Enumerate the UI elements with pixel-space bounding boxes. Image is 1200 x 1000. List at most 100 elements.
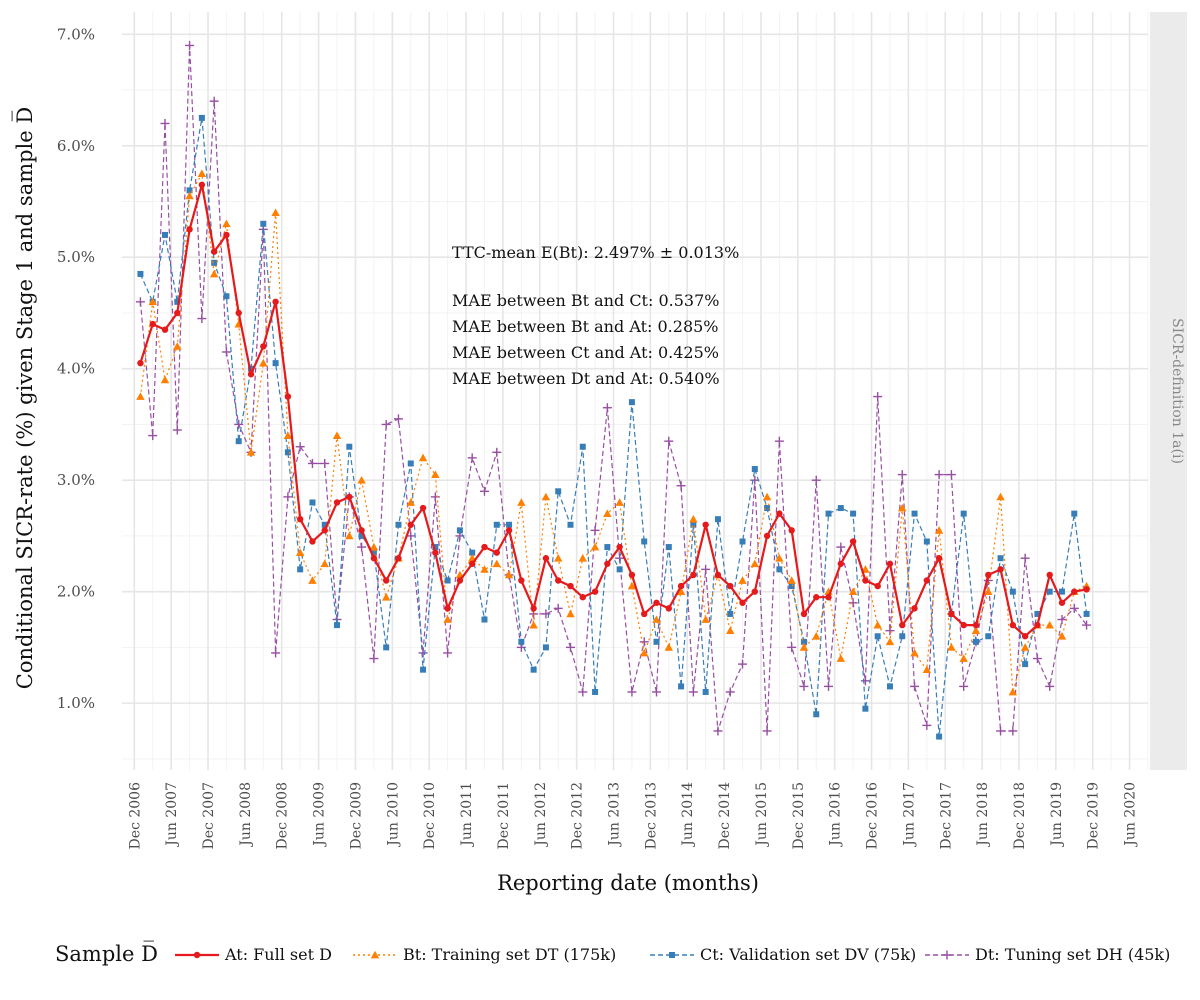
y-tick-label: 4.0% bbox=[57, 360, 95, 378]
series-layer bbox=[135, 40, 1092, 740]
series-b-point bbox=[947, 643, 956, 651]
series-a-point bbox=[702, 521, 709, 528]
x-tick-label: Dec 2006 bbox=[127, 782, 143, 850]
series-c-point bbox=[358, 532, 365, 539]
series-b-point bbox=[738, 576, 747, 584]
series-a-point bbox=[493, 549, 500, 556]
grid-major bbox=[122, 12, 1148, 770]
series-d-point bbox=[885, 626, 895, 636]
series-a-point bbox=[763, 532, 771, 540]
series-d-point bbox=[1045, 681, 1055, 691]
series-d-point bbox=[836, 542, 846, 552]
series-a-point bbox=[272, 298, 279, 306]
series-c-point bbox=[628, 399, 635, 406]
series-a-point bbox=[395, 555, 402, 562]
series-c-point bbox=[235, 438, 242, 445]
series-a-point bbox=[677, 582, 685, 590]
series-d-line bbox=[139, 45, 1088, 732]
series-b-point bbox=[836, 654, 846, 662]
series-b-point bbox=[431, 470, 440, 478]
x-tick-label: Dec 2019 bbox=[1086, 782, 1102, 849]
series-c-point bbox=[825, 510, 832, 517]
series-b-point bbox=[750, 559, 760, 568]
series-a-point bbox=[727, 582, 734, 590]
series-c-point bbox=[800, 638, 807, 645]
series-b-point bbox=[898, 503, 907, 512]
legend-item-label: Bt: Training set DT (175k) bbox=[403, 945, 616, 964]
series-a-point bbox=[161, 326, 169, 333]
series-a-point bbox=[714, 571, 722, 579]
series-d-point bbox=[148, 431, 158, 441]
series-c-point bbox=[1009, 588, 1016, 595]
x-axis-title: Reporting date (months) bbox=[497, 871, 759, 895]
series-a-point bbox=[198, 181, 206, 188]
y-axis-title: Conditional SICR-rate (%) given Stage 1 … bbox=[12, 107, 37, 689]
x-tick-label: Jun 2010 bbox=[385, 782, 401, 848]
series-d-point bbox=[234, 419, 244, 429]
series-d-point bbox=[897, 470, 907, 480]
series-d-point bbox=[1057, 615, 1067, 625]
x-tick-label: Dec 2015 bbox=[791, 782, 807, 849]
series-b-point bbox=[357, 475, 366, 484]
series-b-point bbox=[922, 665, 932, 674]
series-c-point bbox=[346, 443, 353, 450]
series-a-point bbox=[591, 588, 599, 595]
series-b-point bbox=[1045, 620, 1054, 629]
series-d-point bbox=[393, 414, 403, 424]
series-c-point bbox=[530, 666, 537, 673]
x-tick-label: Jun 2020 bbox=[1123, 782, 1139, 848]
legend: Sample D̅ At: Full set D Bt: Training set… bbox=[55, 941, 1170, 966]
series-c-point bbox=[186, 187, 193, 194]
series-c-point bbox=[616, 566, 623, 573]
series-a-point bbox=[653, 599, 660, 606]
series-d-point bbox=[676, 481, 686, 491]
series-d-point bbox=[811, 475, 821, 485]
series-b-point bbox=[996, 492, 1005, 501]
legend-key-marker bbox=[193, 951, 201, 959]
series-c-point bbox=[776, 566, 783, 573]
series-a-point bbox=[370, 555, 378, 562]
series-b-point bbox=[492, 559, 501, 568]
y-tick-label: 1.0% bbox=[57, 694, 95, 712]
series-a-point bbox=[604, 560, 611, 567]
series-b-point bbox=[640, 648, 649, 657]
series-a-point bbox=[935, 555, 943, 562]
series-b-point bbox=[222, 219, 231, 228]
series-a-point bbox=[997, 566, 1004, 573]
series-c-point bbox=[1058, 588, 1065, 595]
series-a-point bbox=[972, 621, 980, 629]
series-a-point bbox=[382, 577, 390, 584]
series-b-point bbox=[160, 375, 170, 384]
series-b-point bbox=[664, 643, 673, 651]
x-tick-label: Jun 2019 bbox=[1049, 782, 1065, 848]
series-c-point bbox=[334, 622, 341, 629]
series-a-point bbox=[616, 543, 623, 551]
grid-minor bbox=[122, 12, 1149, 770]
series-c-point bbox=[604, 544, 611, 551]
series-c-point bbox=[469, 549, 476, 556]
series-b-point bbox=[136, 392, 145, 400]
series-b-point bbox=[1008, 687, 1018, 696]
series-d-point bbox=[221, 347, 231, 357]
series-d-point bbox=[418, 648, 428, 658]
series-c-point bbox=[690, 521, 697, 528]
x-tick-label: Jun 2011 bbox=[459, 782, 475, 848]
series-c-point bbox=[862, 705, 869, 712]
series-d-point bbox=[664, 436, 674, 446]
series-d-point bbox=[295, 442, 305, 452]
series-d-point bbox=[160, 118, 170, 128]
series-a-point bbox=[407, 521, 414, 528]
series-d-point bbox=[1008, 726, 1018, 736]
series-d-point bbox=[824, 681, 834, 691]
y-tick-label: 5.0% bbox=[57, 248, 95, 266]
series-c-point bbox=[297, 566, 304, 573]
series-d-point bbox=[430, 492, 440, 502]
series-a-point bbox=[665, 605, 672, 612]
series-c-point bbox=[751, 466, 758, 473]
x-tick-label: Dec 2016 bbox=[865, 782, 881, 850]
series-c-point bbox=[739, 538, 746, 545]
series-b-point bbox=[185, 191, 194, 200]
series-c-point bbox=[198, 114, 205, 121]
series-c-point bbox=[653, 638, 660, 645]
series-a-point bbox=[137, 359, 144, 367]
